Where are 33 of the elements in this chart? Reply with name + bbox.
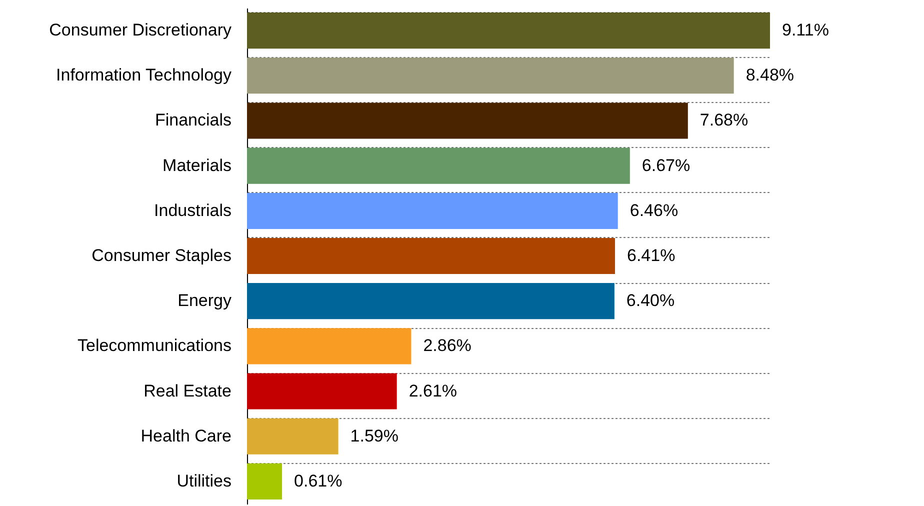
data-label: 6.67% <box>642 156 690 175</box>
y-tick-label: Energy <box>178 291 232 310</box>
bar <box>247 328 412 364</box>
bar <box>247 58 734 94</box>
data-label: 9.11% <box>782 20 829 40</box>
data-label: 6.40% <box>626 291 675 310</box>
bar <box>247 148 630 184</box>
y-tick-label: Consumer Staples <box>92 246 232 265</box>
data-label: 6.41% <box>626 246 676 265</box>
bar <box>247 12 770 49</box>
data-label: 8.48% <box>746 66 794 85</box>
y-tick-label: Telecommunications <box>77 336 232 356</box>
data-label: 2.61% <box>408 381 458 400</box>
y-tick-label: Financials <box>154 110 232 130</box>
bar <box>247 283 614 320</box>
data-label: 1.59% <box>350 426 398 446</box>
y-tick-label: Utilities <box>176 471 232 490</box>
y-tick-label: Materials <box>162 156 232 175</box>
data-label: 0.61% <box>294 471 342 490</box>
bar <box>247 463 282 500</box>
data-label: 7.68% <box>700 110 748 130</box>
bar <box>247 373 397 410</box>
bar <box>247 102 688 139</box>
data-label: 6.46% <box>630 200 678 220</box>
y-tick-label: Information Technology <box>56 66 232 85</box>
y-tick-label: Industrials <box>154 200 232 220</box>
bar <box>247 192 618 229</box>
y-tick-label: Consumer Discretionary <box>49 20 232 40</box>
y-tick-label: Health Care <box>140 426 232 446</box>
y-tick-label: Real Estate <box>144 381 232 400</box>
bar <box>247 238 615 274</box>
data-label: 2.86% <box>423 336 472 356</box>
bar <box>247 418 338 454</box>
